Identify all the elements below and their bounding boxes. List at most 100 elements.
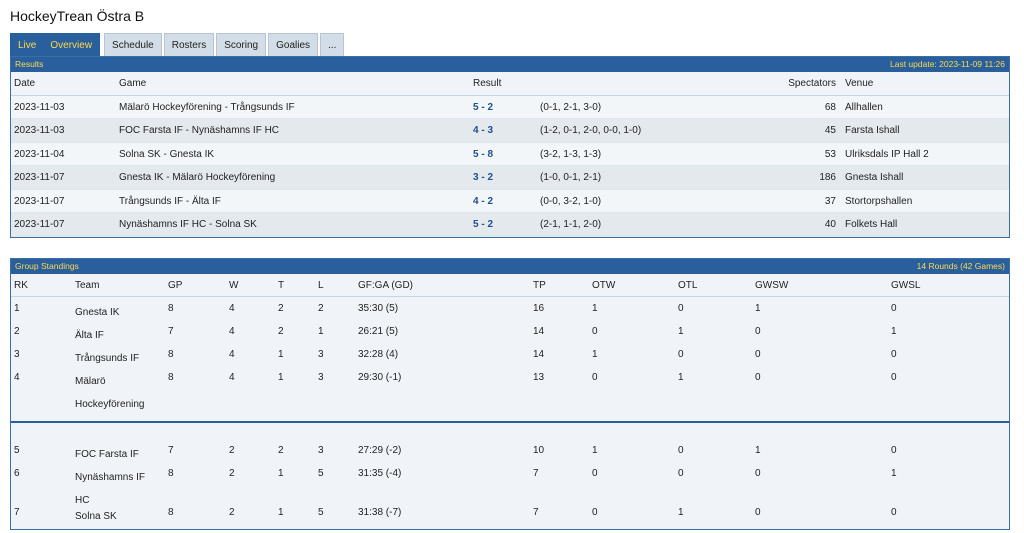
result-score[interactable]: 5 - 2 [473, 101, 494, 113]
standings-otl: 0 [678, 303, 684, 314]
result-row[interactable]: 2023-11-07 Nynäshamns IF HC - Solna SK 5 -… [11, 213, 1009, 237]
tab-scoring[interactable]: Scoring [216, 33, 267, 56]
standings-t: 1 [278, 507, 284, 518]
standings-rk: 4 [14, 372, 20, 383]
standings-gp: 7 [168, 445, 174, 456]
result-date: 2023-11-03 [14, 101, 65, 113]
tab-overview[interactable]: Overview [50, 40, 93, 51]
result-venue: Farsta Ishall [845, 125, 900, 136]
result-game[interactable]: Nynäshamns IF HC - Solna SK [119, 219, 257, 230]
col-gfga: GF:GA (GD) [358, 280, 413, 291]
tab-goalies[interactable]: Goalies [268, 33, 319, 56]
result-score[interactable]: 3 - 2 [473, 172, 494, 183]
result-game[interactable]: Mälarö Hockeyförening - Trångsunds IF [119, 101, 295, 113]
standings-tp: 13 [533, 372, 545, 383]
standings-gp: 8 [168, 372, 174, 383]
result-game[interactable]: Gnesta IK - Mälarö Hockeyförening [119, 172, 276, 183]
standings-row: 5 FOC Farsta IF 7 2 2 3 27:29 (-2) 10 1 0 1 0 [11, 439, 1009, 462]
tab-group-active: Live Overview [10, 33, 101, 56]
standings-team[interactable]: Älta IF [75, 330, 104, 341]
standings-rk: 2 [14, 326, 20, 337]
standings-gwsw: 0 [755, 326, 761, 337]
standings-gwsl: 1 [891, 468, 897, 479]
standings-gfga: 35:30 (5) [358, 303, 399, 314]
standings-gwsl: 0 [891, 372, 897, 383]
standings-team[interactable]: Gnesta IK [75, 307, 120, 318]
result-row[interactable]: 2023-11-04 Solna SK - Gnesta IK 5 - 8 (3-2,… [11, 142, 1009, 166]
standings-gfga: 31:35 (-4) [358, 468, 402, 479]
tab-bar: Live Overview Schedule Rosters Scoring G… [10, 33, 346, 56]
result-score[interactable]: 5 - 2 [473, 219, 494, 230]
result-spectators: 53 [824, 148, 836, 160]
result-spectators: 37 [824, 195, 836, 207]
standings-w: 4 [229, 303, 235, 314]
standings-row: 2 Älta IF 7 4 2 1 26:21 (5) 14 0 1 0 1 [11, 320, 1009, 343]
standings-w: 2 [229, 507, 235, 518]
standings-l: 1 [318, 326, 324, 337]
standings-header-row: RK Team GP W T L GF:GA (GD) TP OTW OTL G… [11, 274, 1009, 297]
tab-rosters[interactable]: Rosters [163, 33, 215, 56]
standings-team[interactable]: Mälarö Hockeyförening [75, 376, 145, 410]
result-venue: Folkets Hall [845, 219, 898, 230]
result-game[interactable]: Trångsunds IF - Älta IF [119, 195, 221, 207]
standings-gwsw: 0 [755, 468, 761, 479]
standings-w: 2 [229, 468, 235, 479]
standings-t: 2 [278, 326, 284, 337]
standings-rk: 1 [14, 303, 20, 314]
standings-gfga: 31:38 (-7) [358, 507, 402, 518]
standings-t: 2 [278, 445, 284, 456]
result-venue: Ulriksdals IP Hall 2 [845, 148, 929, 160]
result-spectators: 40 [824, 219, 836, 230]
result-score[interactable]: 4 - 3 [473, 125, 494, 136]
result-score[interactable]: 5 - 8 [473, 148, 494, 160]
standings-panel-header: Group Standings 14 Rounds (42 Games) [11, 259, 1009, 274]
standings-l: 5 [318, 468, 324, 479]
standings-team[interactable]: Solna SK [75, 511, 117, 522]
col-otl: OTL [678, 280, 698, 291]
tab-more[interactable]: ... [320, 33, 345, 56]
col-team: Team [75, 280, 100, 291]
standings-gp: 8 [168, 468, 174, 479]
standings-team[interactable]: FOC Farsta IF [75, 449, 139, 460]
standings-w: 4 [229, 349, 235, 360]
standings-gwsl: 0 [891, 303, 897, 314]
result-row[interactable]: 2023-11-07 Trångsunds IF - Älta IF 4 - 2 (0… [11, 189, 1009, 213]
standings-l: 3 [318, 349, 324, 360]
result-game[interactable]: Solna SK - Gnesta IK [119, 148, 215, 160]
tab-live[interactable]: Live [18, 40, 37, 51]
standings-gwsl: 0 [891, 349, 897, 360]
standings-team[interactable]: Nynäshamns IF HC [75, 472, 146, 506]
playoff-divider [11, 421, 1009, 423]
result-score[interactable]: 4 - 2 [473, 195, 494, 207]
result-date: 2023-11-07 [14, 195, 65, 207]
standings-rk: 7 [14, 507, 20, 518]
result-date: 2023-11-07 [14, 219, 65, 230]
standings-gwsw: 1 [755, 303, 761, 314]
standings-w: 4 [229, 326, 235, 337]
col-game: Game [119, 78, 147, 89]
result-spectators: 68 [824, 101, 836, 113]
standings-otl: 1 [678, 326, 684, 337]
standings-tp: 16 [533, 303, 545, 314]
standings-row: 1 Gnesta IK 8 4 2 2 35:30 (5) 16 1 0 1 0 [11, 297, 1009, 320]
standings-t: 1 [278, 349, 284, 360]
result-game[interactable]: FOC Farsta IF - Nynäshamns IF HC [119, 125, 280, 136]
standings-otl: 1 [678, 507, 684, 518]
standings-row: 4 Mälarö Hockeyförening 8 4 1 3 29:30 (-1) 13 0 1… [11, 366, 1009, 410]
standings-team[interactable]: Trångsunds IF [75, 353, 140, 364]
result-row[interactable]: 2023-11-07 Gnesta IK - Mälarö Hockeyfören… [11, 166, 1009, 190]
tab-schedule[interactable]: Schedule [104, 33, 162, 56]
standings-otw: 0 [592, 507, 598, 518]
result-row[interactable]: 2023-11-03 Mälarö Hockeyförening - Trångs… [11, 95, 1009, 119]
standings-otw: 1 [592, 349, 598, 360]
standings-row: 6 Nynäshamns IF HC 8 2 1 5 31:35 (-4) 7 0 0 0 1 [11, 462, 1009, 506]
standings-tp: 14 [533, 326, 545, 337]
col-gwsw: GWSW [755, 280, 789, 291]
standings-gfga: 26:21 (5) [358, 326, 399, 337]
result-row[interactable]: 2023-11-03 FOC Farsta IF - Nynäshamns IF … [11, 119, 1009, 143]
standings-otl: 1 [678, 372, 684, 383]
standings-gwsw: 0 [755, 349, 761, 360]
standings-gp: 8 [168, 507, 174, 518]
standings-w: 4 [229, 372, 235, 383]
standings-tp: 14 [533, 349, 545, 360]
